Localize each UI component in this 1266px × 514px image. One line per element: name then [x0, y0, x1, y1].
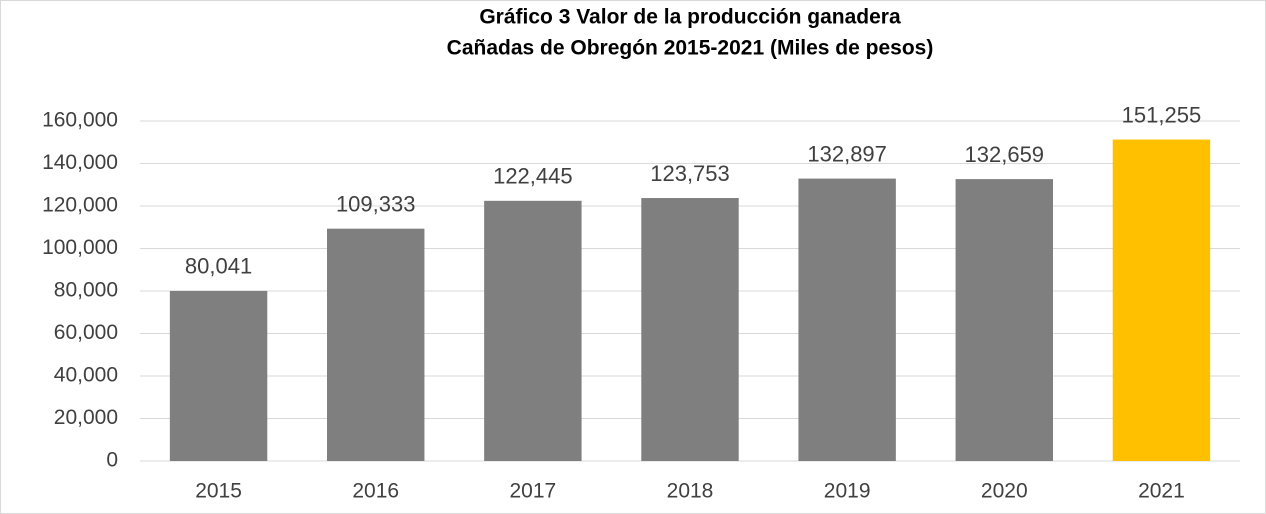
bar: [484, 200, 582, 461]
x-tick-label: 2020: [981, 480, 1028, 503]
y-tick-label: 160,000: [42, 109, 118, 132]
data-label: 80,041: [185, 254, 252, 279]
chart-title: Cañadas de Obregón 2015-2021 (Miles de p…: [447, 37, 934, 60]
data-label: 132,659: [965, 142, 1045, 167]
y-tick-label: 40,000: [54, 364, 118, 387]
y-tick-label: 20,000: [54, 406, 118, 429]
data-label: 123,753: [650, 161, 730, 186]
bar: [641, 198, 739, 461]
x-tick-label: 2019: [824, 480, 871, 503]
x-tick-label: 2018: [667, 480, 714, 503]
data-label: 151,255: [1122, 102, 1202, 127]
y-tick-label: 80,000: [54, 279, 118, 302]
x-tick-label: 2021: [1138, 480, 1185, 503]
y-tick-label: 60,000: [54, 321, 118, 344]
y-tick-label: 140,000: [42, 151, 118, 174]
y-tick-label: 120,000: [42, 194, 118, 217]
bar: [798, 178, 896, 461]
bar: [1112, 139, 1211, 461]
bar: [169, 290, 268, 461]
bar: [327, 228, 425, 461]
data-label: 122,445: [493, 164, 573, 189]
x-tick-label: 2015: [195, 480, 242, 503]
y-tick-label: 0: [106, 449, 118, 472]
chart-title: Gráfico 3 Valor de la producción ganader…: [479, 6, 901, 29]
data-label: 132,897: [807, 141, 887, 166]
data-label: 109,333: [336, 191, 416, 216]
x-tick-label: 2016: [352, 480, 399, 503]
bar: [955, 179, 1053, 462]
y-tick-label: 100,000: [42, 236, 118, 259]
x-tick-label: 2017: [509, 480, 556, 503]
